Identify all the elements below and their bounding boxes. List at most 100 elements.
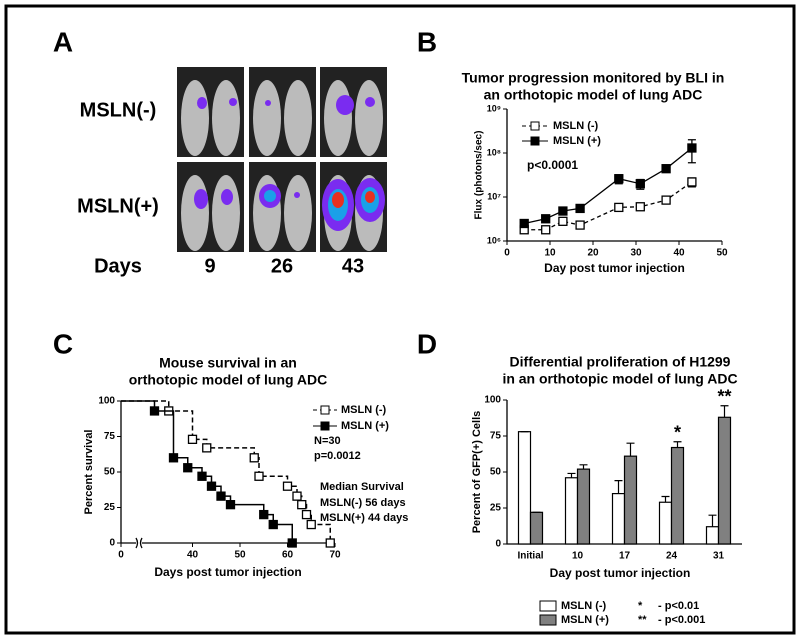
marker: [268, 519, 278, 530]
panel-label: D: [417, 328, 437, 359]
y-tick-label: 0: [109, 538, 115, 549]
bar: [623, 455, 638, 545]
y-tick-label: 10⁹: [487, 103, 501, 113]
legend-swatch: [539, 600, 557, 612]
x-tick-label: 50: [234, 550, 246, 561]
day-label: 43: [342, 255, 364, 277]
marker: [558, 216, 568, 226]
x-axis-label: Days post tumor injection: [154, 565, 301, 579]
marker: [206, 481, 217, 491]
marker: [168, 453, 179, 463]
chart-title: Mouse survival in an: [159, 355, 297, 371]
marker: [687, 143, 697, 153]
marker: [225, 500, 236, 510]
x-axis-label: Day post tumor injection: [544, 261, 685, 275]
marker: [614, 174, 624, 184]
legend-label: MSLN (-): [553, 120, 599, 132]
marker: [519, 218, 529, 229]
marker: [287, 538, 297, 548]
marker: [216, 491, 226, 501]
marker: [187, 434, 198, 444]
y-tick-label: 10⁷: [487, 191, 501, 201]
x-tick-label: 24: [666, 551, 678, 562]
significance: **: [717, 387, 731, 407]
annotation: p=0.0012: [314, 450, 361, 462]
legend-note-text: - p<0.01: [658, 600, 699, 612]
marker: [558, 206, 568, 216]
annotation: Median Survival: [320, 481, 404, 493]
bar: [717, 416, 732, 545]
legend-marker: [320, 421, 330, 431]
marker: [259, 509, 269, 520]
legend-label: MSLN (-): [341, 404, 387, 416]
marker: [325, 538, 335, 548]
error-bar: [720, 405, 729, 418]
y-tick-label: 100: [484, 395, 501, 406]
y-tick-label: 100: [98, 396, 115, 407]
x-tick-label: 31: [713, 551, 725, 562]
axis: [120, 401, 136, 544]
legend-swatch: [539, 614, 557, 626]
row-label: MSLN(+): [77, 195, 159, 217]
y-tick-label: 10⁶: [487, 235, 501, 245]
days-label: Days: [94, 255, 142, 277]
legend-label: MSLN (+): [561, 614, 609, 626]
y-tick-label: 50: [104, 467, 116, 478]
chart-title: an orthotopic model of lung ADC: [484, 87, 703, 103]
marker: [575, 203, 585, 214]
bar: [705, 526, 720, 545]
y-tick-label: 25: [104, 502, 116, 513]
marker: [149, 406, 160, 416]
marker: [541, 225, 551, 235]
axis-break: [135, 537, 143, 549]
bar: [670, 446, 685, 545]
x-tick-label: 0: [118, 550, 124, 561]
marker: [292, 491, 302, 501]
legend-label: MSLN (-): [561, 600, 607, 612]
legend-marker: [530, 121, 540, 131]
error-bar: [614, 480, 623, 494]
x-tick-label: 10: [544, 248, 556, 259]
x-tick-label: 50: [716, 248, 728, 259]
marker: [301, 509, 312, 520]
error-bar: [673, 441, 682, 448]
legend-label: MSLN (+): [341, 420, 389, 432]
row-label: MSLN(-): [80, 99, 157, 121]
day-label: 26: [271, 255, 293, 277]
frame: [4, 4, 796, 635]
x-tick-label: 60: [282, 550, 294, 561]
y-axis-label: Percent of GFP(+) Cells: [471, 411, 483, 534]
marker: [306, 519, 316, 530]
marker: [183, 463, 193, 473]
marker: [202, 443, 212, 453]
x-tick-label: Initial: [517, 551, 543, 562]
annotation: N=30: [314, 435, 341, 447]
marker: [614, 202, 624, 213]
day-label: 9: [204, 255, 215, 277]
marker: [249, 453, 259, 463]
x-tick-label: 0: [504, 248, 510, 259]
x-tick-label: 10: [572, 551, 584, 562]
chart-title: Differential proliferation of H1299: [510, 354, 731, 370]
marker: [635, 202, 645, 212]
significance: *: [674, 423, 681, 443]
y-tick-label: 50: [490, 467, 502, 478]
panel-label: B: [417, 26, 437, 57]
annotation: MSLN(+) 44 days: [320, 512, 408, 524]
y-tick-label: 25: [490, 503, 502, 514]
error-bar: [661, 495, 670, 503]
legend-marker: [320, 405, 330, 415]
marker: [254, 471, 264, 481]
y-axis-label: Flux (photons/sec): [474, 131, 485, 220]
legend-note-symbol: *: [638, 600, 643, 612]
x-tick-label: 20: [587, 248, 599, 259]
legend-marker: [530, 136, 540, 146]
marker: [661, 195, 671, 205]
chart-title: Tumor progression monitored by BLI in: [462, 70, 725, 86]
x-tick-label: 40: [187, 550, 199, 561]
survival-curve: [121, 400, 331, 543]
chart-title: in an orthotopic model of lung ADC: [502, 371, 737, 387]
bar: [611, 493, 626, 545]
x-tick-label: 40: [673, 248, 685, 259]
